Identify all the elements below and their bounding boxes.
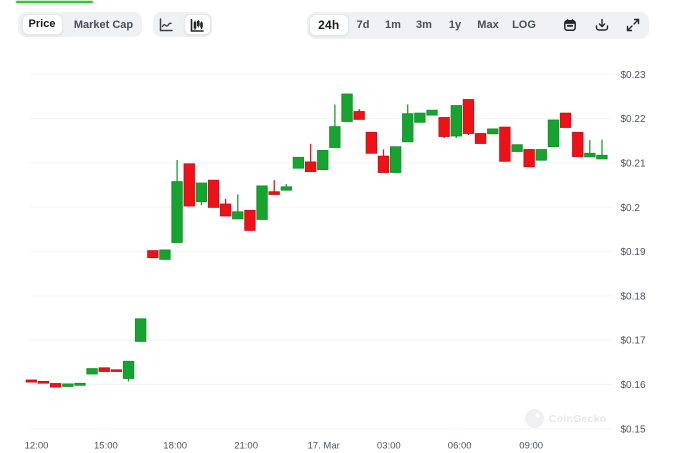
svg-text:21:00: 21:00 bbox=[234, 441, 258, 452]
svg-text:$0.17: $0.17 bbox=[621, 336, 646, 347]
svg-text:$0.15: $0.15 bbox=[621, 424, 646, 435]
svg-text:$0.16: $0.16 bbox=[621, 380, 646, 391]
svg-text:$0.23: $0.23 bbox=[621, 70, 646, 81]
svg-text:17. Mar: 17. Mar bbox=[308, 441, 340, 452]
svg-text:$0.19: $0.19 bbox=[621, 247, 646, 258]
svg-text:09:00: 09:00 bbox=[519, 441, 543, 452]
svg-text:CoinGecko: CoinGecko bbox=[549, 413, 606, 425]
svg-text:18:00: 18:00 bbox=[163, 441, 187, 452]
svg-text:$0.2: $0.2 bbox=[621, 203, 641, 214]
svg-text:$0.22: $0.22 bbox=[621, 114, 646, 125]
svg-text:$0.18: $0.18 bbox=[621, 291, 646, 302]
svg-text:15:00: 15:00 bbox=[94, 441, 118, 452]
svg-text:12:00: 12:00 bbox=[25, 441, 49, 452]
svg-text:06:00: 06:00 bbox=[448, 441, 472, 452]
svg-text:$0.21: $0.21 bbox=[621, 158, 646, 169]
svg-text:03:00: 03:00 bbox=[377, 441, 401, 452]
